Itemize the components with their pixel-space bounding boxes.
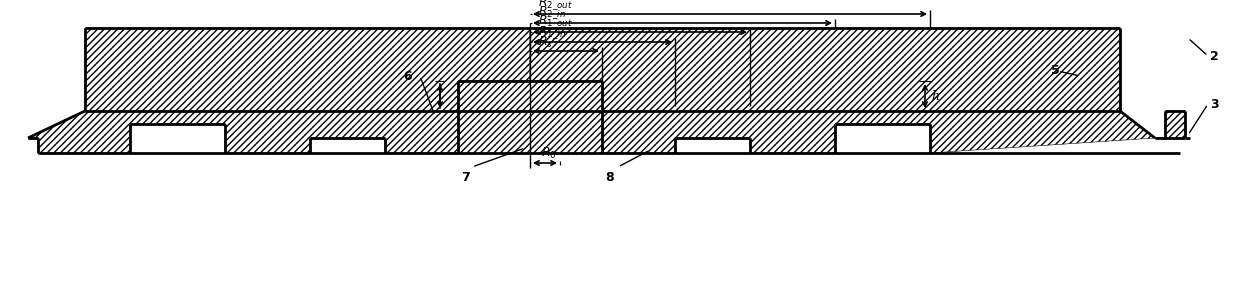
Polygon shape: [458, 81, 601, 153]
Text: $R_s$: $R_s$: [538, 34, 553, 49]
Text: $R_{1\_out}$: $R_{1\_out}$: [538, 14, 573, 31]
Text: 8: 8: [605, 171, 614, 184]
Polygon shape: [29, 28, 529, 153]
Text: 3: 3: [1210, 98, 1219, 110]
Text: $R_{2\_out}$: $R_{2\_out}$: [538, 0, 573, 13]
Text: $R_{1\_in}$: $R_{1\_in}$: [538, 24, 565, 41]
Text: 5: 5: [1050, 65, 1059, 78]
Text: 2: 2: [1210, 49, 1219, 63]
Text: h: h: [931, 90, 939, 102]
Polygon shape: [529, 28, 1185, 153]
Text: $R_0$: $R_0$: [541, 146, 557, 161]
Text: $R_{2\_in}$: $R_{2\_in}$: [538, 5, 565, 21]
Text: 6: 6: [403, 69, 412, 82]
Text: 7: 7: [460, 171, 470, 184]
